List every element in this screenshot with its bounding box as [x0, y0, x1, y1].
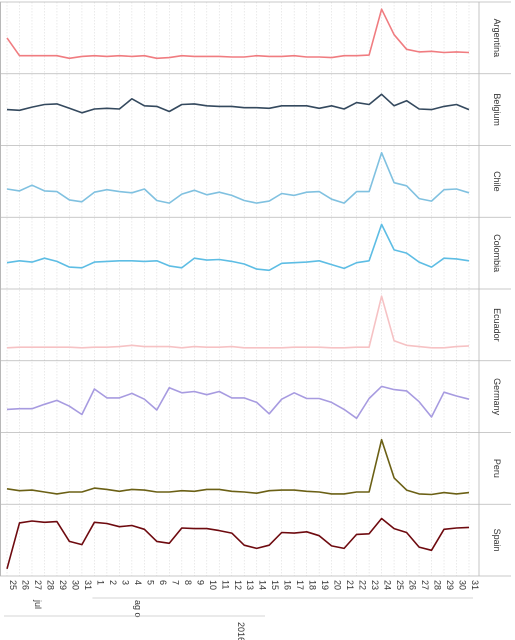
x-tick-label: 16 [283, 580, 293, 590]
x-tick-label: 19 [320, 580, 330, 590]
month-label: ag o [133, 600, 143, 618]
series-line-argentina [6, 8, 470, 60]
x-axis: 25 26 27 28 29 30 31 1 2 3 4 5 6 7 8 9 10 11 12 13 14 15 16 17 1… [4, 580, 480, 640]
x-tick-label: 23 [370, 580, 380, 590]
x-tick-label: 25 [8, 580, 18, 590]
x-tick-label: 14 [258, 580, 268, 590]
panel-label: Argentina [492, 19, 502, 58]
x-tick-label: 8 [183, 580, 193, 585]
x-tick-label: 24 [383, 580, 393, 590]
x-tick-label: 25 [395, 580, 405, 590]
x-tick-label: 22 [358, 580, 368, 590]
panel-label: Colombia [492, 234, 502, 272]
series-line-peru [6, 438, 470, 496]
x-tick-label: 10 [208, 580, 218, 590]
x-tick-label: 20 [333, 580, 343, 590]
series-line-spain [6, 517, 470, 570]
x-tick-label: 1 [95, 580, 105, 585]
panel-chile: Chile [0, 145, 511, 218]
panel-label: Peru [492, 459, 502, 478]
series-line-germany [6, 385, 470, 420]
x-tick-label: 21 [345, 580, 355, 590]
x-tick-label: 15 [270, 580, 280, 590]
x-tick-label: 6 [158, 580, 168, 585]
panel-label: Germany [492, 378, 502, 416]
panel-belgium: Belgium [0, 73, 511, 146]
month-label: jul [33, 599, 43, 609]
panel-label: Spain [492, 529, 502, 552]
x-tick-label: 31 [83, 580, 93, 590]
panel-ecuador: Ecuador [0, 288, 511, 361]
x-tick-label: 2 [108, 580, 118, 585]
x-tick-label: 13 [245, 580, 255, 590]
series-line-colombia [6, 223, 470, 272]
x-tick-label: 7 [170, 580, 180, 585]
x-tick-label: 26 [408, 580, 418, 590]
x-tick-label: 29 [445, 580, 455, 590]
panel-label: Ecuador [492, 308, 502, 342]
panel-label: Chile [492, 171, 502, 192]
panel-germany: Germany [0, 360, 511, 433]
x-tick-label: 17 [295, 580, 305, 590]
x-tick-label: 5 [145, 580, 155, 585]
series-line-ecuador [6, 295, 470, 349]
x-tick-label: 9 [195, 580, 205, 585]
x-tick-label: 4 [133, 580, 143, 585]
panel-label: Belgium [492, 93, 502, 126]
x-tick-label: 26 [20, 580, 30, 590]
x-tick-label: 29 [58, 580, 68, 590]
x-tick-label: 11 [220, 580, 230, 589]
x-tick-label: 27 [33, 580, 43, 590]
x-tick-label: 30 [70, 580, 80, 590]
panel-argentina: Argentina [0, 1, 511, 74]
x-tick-label: 31 [470, 580, 480, 590]
panel-spain: Spain [0, 503, 511, 577]
x-tick-label: 27 [420, 580, 430, 590]
x-tick-label: 28 [45, 580, 55, 590]
year-label: 2016 [236, 622, 246, 640]
x-tick-label: 18 [308, 580, 318, 590]
x-tick-label: 28 [433, 580, 443, 590]
panel-peru: Peru [0, 432, 511, 505]
panel-colombia: Colombia [0, 216, 511, 289]
series-line-belgium [6, 93, 470, 114]
x-tick-label: 12 [233, 580, 243, 590]
series-line-chile [6, 151, 470, 204]
x-tick-label: 30 [458, 580, 468, 590]
chart-panels: Argentina Belgium Chile Colombia Ecuador Germ… [0, 1, 511, 577]
x-tick-label: 3 [120, 580, 130, 585]
